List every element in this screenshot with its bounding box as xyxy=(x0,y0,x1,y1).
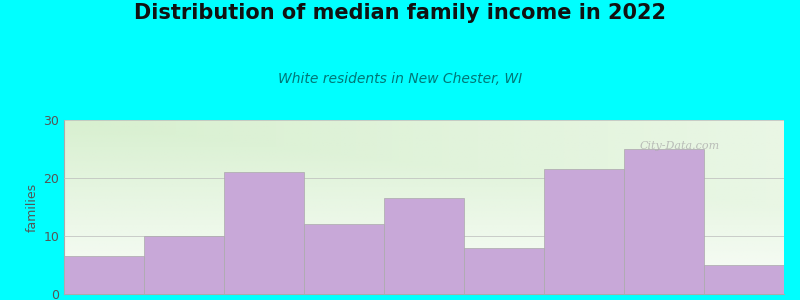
Bar xyxy=(384,198,464,294)
Bar xyxy=(544,169,624,294)
Text: City-Data.com: City-Data.com xyxy=(640,141,720,151)
Bar xyxy=(64,256,144,294)
Text: Distribution of median family income in 2022: Distribution of median family income in … xyxy=(134,3,666,23)
Bar xyxy=(224,172,304,294)
Bar xyxy=(464,248,544,294)
Bar xyxy=(304,224,384,294)
Bar xyxy=(144,236,224,294)
Text: White residents in New Chester, WI: White residents in New Chester, WI xyxy=(278,72,522,86)
Y-axis label: families: families xyxy=(26,182,39,232)
Bar xyxy=(624,149,704,294)
Bar xyxy=(704,265,784,294)
